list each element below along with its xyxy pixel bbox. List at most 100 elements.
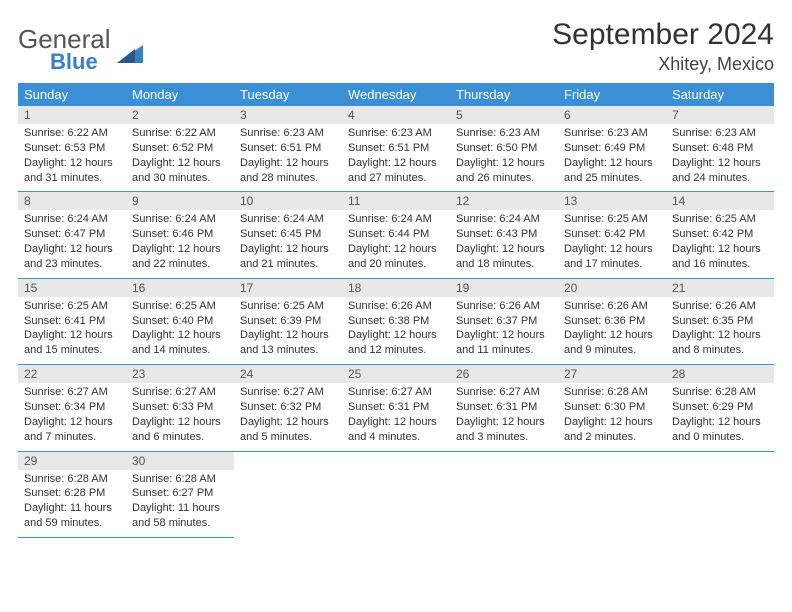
day-details: Sunrise: 6:24 AMSunset: 6:43 PMDaylight:… (450, 210, 558, 277)
calendar-body: 1Sunrise: 6:22 AMSunset: 6:53 PMDaylight… (18, 106, 774, 537)
daylight-text: Daylight: 12 hours and 4 minutes. (348, 415, 444, 445)
day-number: 27 (558, 365, 666, 383)
calendar-week-row: 1Sunrise: 6:22 AMSunset: 6:53 PMDaylight… (18, 106, 774, 192)
sunrise-text: Sunrise: 6:24 AM (240, 212, 336, 227)
day-number: 13 (558, 192, 666, 210)
sunset-text: Sunset: 6:36 PM (564, 314, 660, 329)
sunrise-text: Sunrise: 6:28 AM (132, 472, 228, 487)
day-cell: 4Sunrise: 6:23 AMSunset: 6:51 PMDaylight… (342, 106, 450, 192)
sunrise-text: Sunrise: 6:24 AM (456, 212, 552, 227)
day-number: 26 (450, 365, 558, 383)
day-number: 16 (126, 279, 234, 297)
sunset-text: Sunset: 6:27 PM (132, 486, 228, 501)
logo-triangle-icon (117, 41, 143, 63)
day-details: Sunrise: 6:27 AMSunset: 6:31 PMDaylight:… (342, 383, 450, 450)
sunrise-text: Sunrise: 6:25 AM (564, 212, 660, 227)
daylight-text: Daylight: 12 hours and 11 minutes. (456, 328, 552, 358)
sunset-text: Sunset: 6:48 PM (672, 141, 768, 156)
day-details: Sunrise: 6:23 AMSunset: 6:50 PMDaylight:… (450, 124, 558, 191)
day-cell: 21Sunrise: 6:26 AMSunset: 6:35 PMDayligh… (666, 278, 774, 364)
day-cell: 20Sunrise: 6:26 AMSunset: 6:36 PMDayligh… (558, 278, 666, 364)
weekday-friday: Friday (558, 83, 666, 106)
sunset-text: Sunset: 6:44 PM (348, 227, 444, 242)
daylight-text: Daylight: 12 hours and 16 minutes. (672, 242, 768, 272)
calendar-week-row: 15Sunrise: 6:25 AMSunset: 6:41 PMDayligh… (18, 278, 774, 364)
day-number: 24 (234, 365, 342, 383)
daylight-text: Daylight: 12 hours and 27 minutes. (348, 156, 444, 186)
day-details: Sunrise: 6:24 AMSunset: 6:46 PMDaylight:… (126, 210, 234, 277)
day-number: 19 (450, 279, 558, 297)
sunset-text: Sunset: 6:28 PM (24, 486, 120, 501)
sunrise-text: Sunrise: 6:26 AM (348, 299, 444, 314)
day-number: 6 (558, 106, 666, 124)
sunset-text: Sunset: 6:38 PM (348, 314, 444, 329)
daylight-text: Daylight: 12 hours and 7 minutes. (24, 415, 120, 445)
day-cell: 30Sunrise: 6:28 AMSunset: 6:27 PMDayligh… (126, 451, 234, 537)
day-number: 18 (342, 279, 450, 297)
sunrise-text: Sunrise: 6:23 AM (456, 126, 552, 141)
weekday-wednesday: Wednesday (342, 83, 450, 106)
day-details: Sunrise: 6:23 AMSunset: 6:49 PMDaylight:… (558, 124, 666, 191)
sunset-text: Sunset: 6:43 PM (456, 227, 552, 242)
daylight-text: Daylight: 12 hours and 2 minutes. (564, 415, 660, 445)
day-details: Sunrise: 6:25 AMSunset: 6:39 PMDaylight:… (234, 297, 342, 364)
day-cell (558, 451, 666, 537)
day-cell (666, 451, 774, 537)
day-details: Sunrise: 6:24 AMSunset: 6:44 PMDaylight:… (342, 210, 450, 277)
day-details: Sunrise: 6:24 AMSunset: 6:47 PMDaylight:… (18, 210, 126, 277)
day-number: 3 (234, 106, 342, 124)
daylight-text: Daylight: 12 hours and 20 minutes. (348, 242, 444, 272)
day-cell (234, 451, 342, 537)
sunrise-text: Sunrise: 6:26 AM (564, 299, 660, 314)
day-details: Sunrise: 6:27 AMSunset: 6:34 PMDaylight:… (18, 383, 126, 450)
sunset-text: Sunset: 6:50 PM (456, 141, 552, 156)
day-number: 25 (342, 365, 450, 383)
title-block: September 2024 Xhitey, Mexico (552, 18, 774, 75)
daylight-text: Daylight: 12 hours and 31 minutes. (24, 156, 120, 186)
sunset-text: Sunset: 6:29 PM (672, 400, 768, 415)
day-details: Sunrise: 6:25 AMSunset: 6:40 PMDaylight:… (126, 297, 234, 364)
sunset-text: Sunset: 6:30 PM (564, 400, 660, 415)
weekday-thursday: Thursday (450, 83, 558, 106)
day-details: Sunrise: 6:26 AMSunset: 6:37 PMDaylight:… (450, 297, 558, 364)
sunset-text: Sunset: 6:32 PM (240, 400, 336, 415)
day-number: 21 (666, 279, 774, 297)
day-cell: 10Sunrise: 6:24 AMSunset: 6:45 PMDayligh… (234, 192, 342, 278)
calendar-week-row: 22Sunrise: 6:27 AMSunset: 6:34 PMDayligh… (18, 365, 774, 451)
sunrise-text: Sunrise: 6:27 AM (132, 385, 228, 400)
sunrise-text: Sunrise: 6:27 AM (24, 385, 120, 400)
weekday-tuesday: Tuesday (234, 83, 342, 106)
sunset-text: Sunset: 6:42 PM (672, 227, 768, 242)
day-details: Sunrise: 6:27 AMSunset: 6:33 PMDaylight:… (126, 383, 234, 450)
daylight-text: Daylight: 11 hours and 59 minutes. (24, 501, 120, 531)
day-number: 22 (18, 365, 126, 383)
day-cell: 12Sunrise: 6:24 AMSunset: 6:43 PMDayligh… (450, 192, 558, 278)
day-details: Sunrise: 6:23 AMSunset: 6:51 PMDaylight:… (342, 124, 450, 191)
day-number: 20 (558, 279, 666, 297)
sunrise-text: Sunrise: 6:24 AM (24, 212, 120, 227)
day-number: 30 (126, 452, 234, 470)
sunset-text: Sunset: 6:31 PM (456, 400, 552, 415)
daylight-text: Daylight: 12 hours and 0 minutes. (672, 415, 768, 445)
day-number: 8 (18, 192, 126, 210)
sunset-text: Sunset: 6:40 PM (132, 314, 228, 329)
sunrise-text: Sunrise: 6:22 AM (24, 126, 120, 141)
day-number: 4 (342, 106, 450, 124)
day-cell: 5Sunrise: 6:23 AMSunset: 6:50 PMDaylight… (450, 106, 558, 192)
daylight-text: Daylight: 12 hours and 6 minutes. (132, 415, 228, 445)
day-cell: 29Sunrise: 6:28 AMSunset: 6:28 PMDayligh… (18, 451, 126, 537)
day-details: Sunrise: 6:27 AMSunset: 6:32 PMDaylight:… (234, 383, 342, 450)
sunset-text: Sunset: 6:49 PM (564, 141, 660, 156)
sunset-text: Sunset: 6:52 PM (132, 141, 228, 156)
day-details: Sunrise: 6:22 AMSunset: 6:53 PMDaylight:… (18, 124, 126, 191)
sunrise-text: Sunrise: 6:28 AM (672, 385, 768, 400)
day-number: 11 (342, 192, 450, 210)
sunrise-text: Sunrise: 6:26 AM (672, 299, 768, 314)
day-cell (342, 451, 450, 537)
daylight-text: Daylight: 12 hours and 26 minutes. (456, 156, 552, 186)
sunrise-text: Sunrise: 6:24 AM (132, 212, 228, 227)
day-cell: 13Sunrise: 6:25 AMSunset: 6:42 PMDayligh… (558, 192, 666, 278)
month-title: September 2024 (552, 18, 774, 52)
day-cell: 14Sunrise: 6:25 AMSunset: 6:42 PMDayligh… (666, 192, 774, 278)
sunrise-text: Sunrise: 6:25 AM (24, 299, 120, 314)
